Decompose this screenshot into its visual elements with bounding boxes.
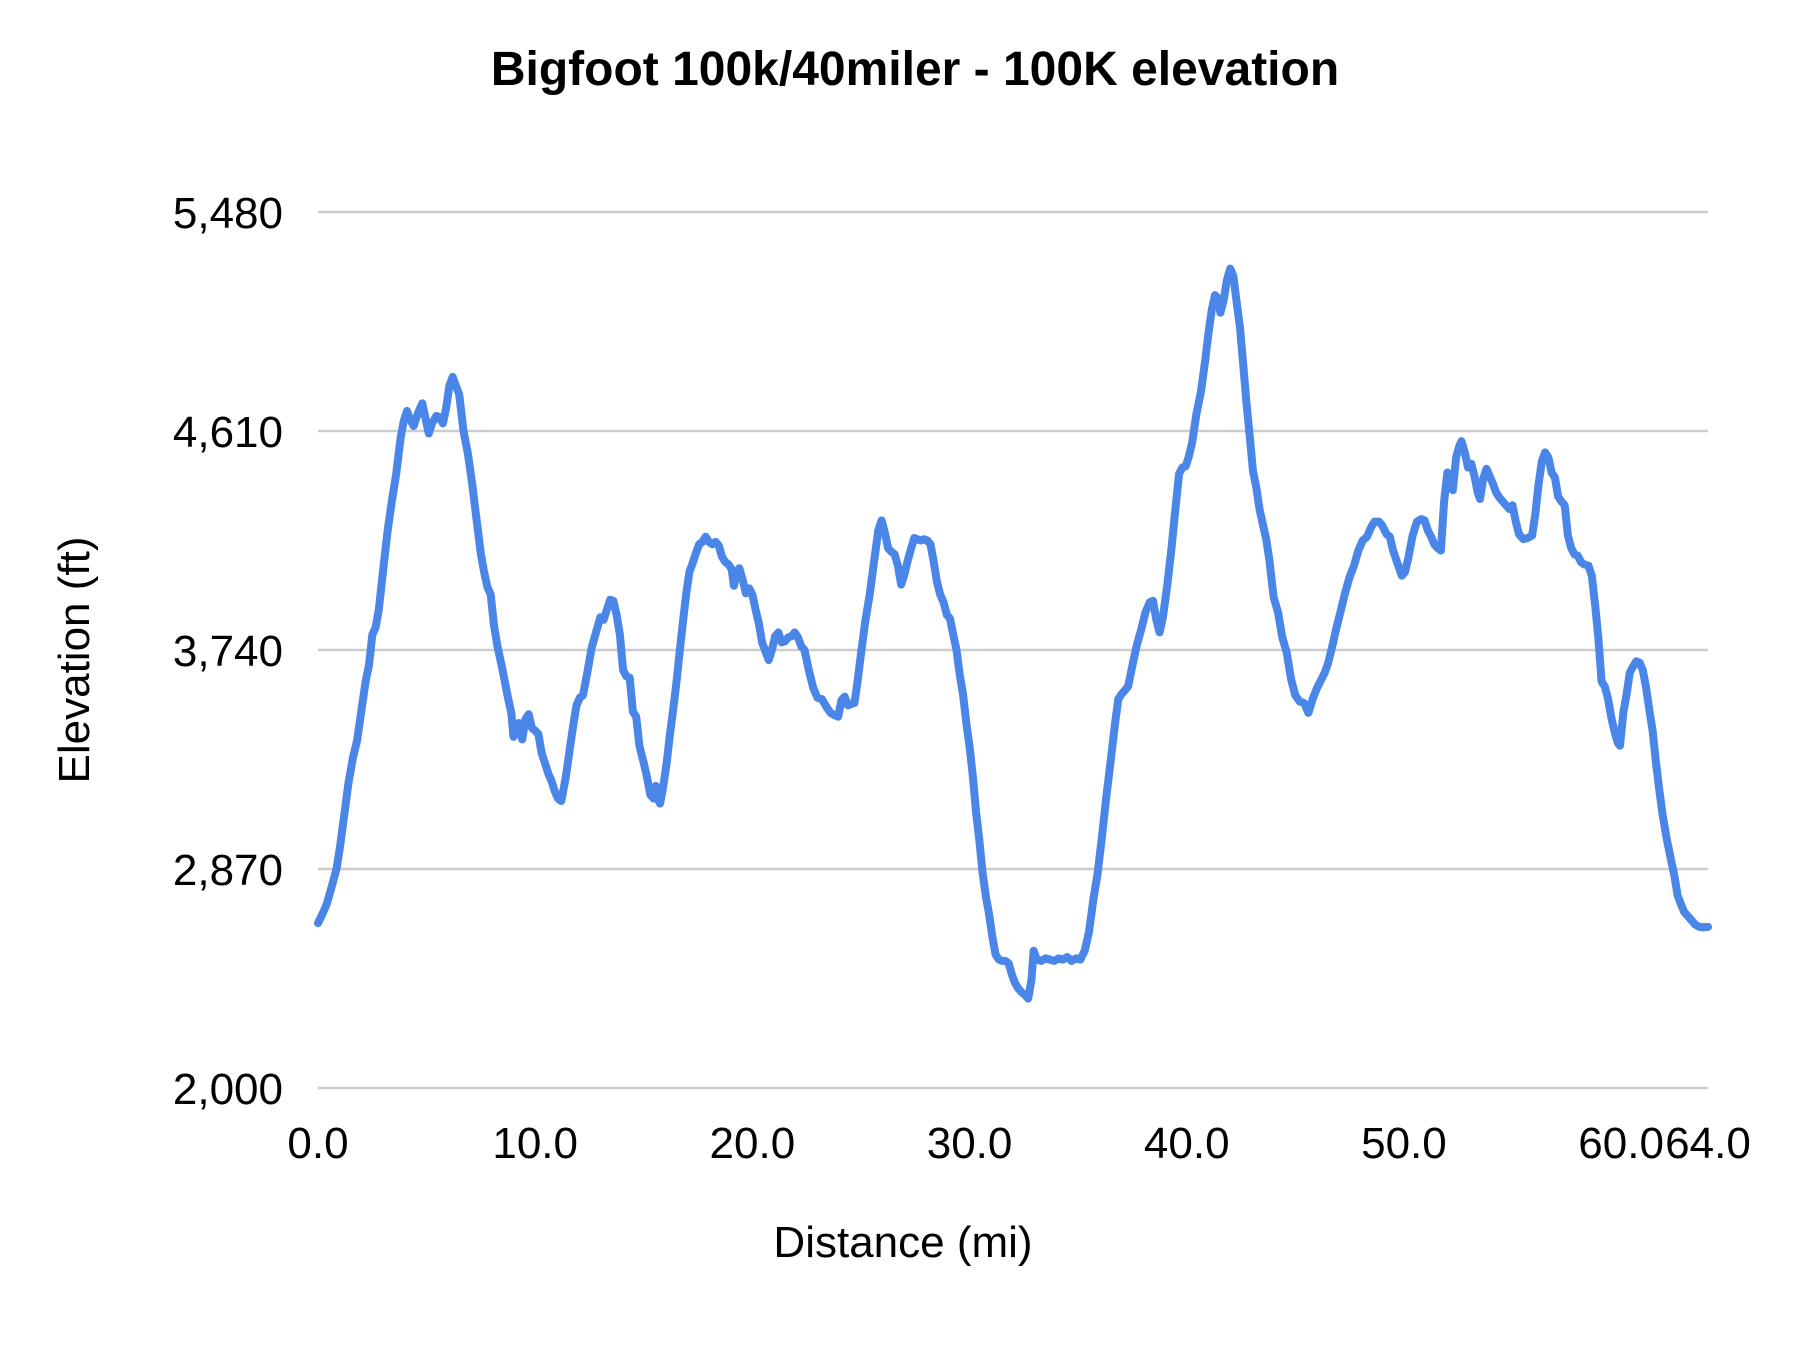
y-tick-label: 2,870 (173, 846, 283, 895)
x-tick-label: 0.0 (287, 1119, 348, 1168)
y-tick-label: 4,610 (173, 408, 283, 457)
x-tick-label: 30.0 (927, 1119, 1013, 1168)
x-tick-label: 10.0 (492, 1119, 578, 1168)
chart-title: Bigfoot 100k/40miler - 100K elevation (490, 43, 1340, 96)
x-tick-label: 60.0 (1578, 1119, 1664, 1168)
x-axis-title: Distance (mi) (773, 1218, 1033, 1267)
x-tick-label: 50.0 (1361, 1119, 1447, 1168)
y-tick-label: 5,480 (173, 189, 283, 238)
x-tick-label: 64.0 (1665, 1119, 1751, 1168)
x-tick-label: 20.0 (710, 1119, 796, 1168)
y-tick-label: 3,740 (173, 627, 283, 676)
x-tick-label: 40.0 (1144, 1119, 1230, 1168)
y-tick-label: 2,000 (173, 1065, 283, 1114)
elevation-line (314, 264, 1712, 1003)
